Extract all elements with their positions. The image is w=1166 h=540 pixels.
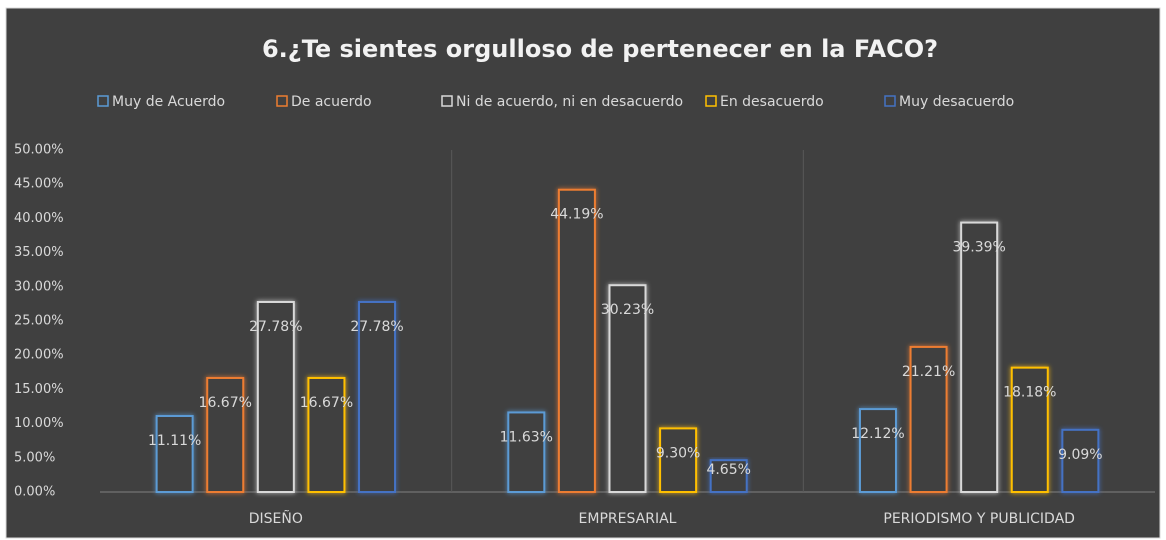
bar xyxy=(659,427,698,493)
legend-label: En desacuerdo xyxy=(720,94,824,110)
value-label: 16.67% xyxy=(300,395,353,411)
legend-label: Muy desacuerdo xyxy=(899,94,1014,110)
y-tick-label: 10.00% xyxy=(14,416,64,431)
y-tick-label: 20.00% xyxy=(14,348,64,363)
y-tick-label: 5.00% xyxy=(14,450,55,465)
bar xyxy=(155,415,194,493)
legend-swatch xyxy=(705,95,717,107)
legend-swatch xyxy=(97,95,109,107)
bar xyxy=(256,300,295,493)
value-label: 11.11% xyxy=(148,433,201,449)
value-label: 4.65% xyxy=(706,462,750,478)
bar xyxy=(206,376,245,493)
value-label: 12.12% xyxy=(851,426,904,442)
value-label: 27.78% xyxy=(350,319,403,335)
legend-swatch xyxy=(276,95,288,107)
y-tick-label: 35.00% xyxy=(14,245,64,260)
y-tick-label: 40.00% xyxy=(14,211,64,226)
value-label: 9.09% xyxy=(1058,447,1102,463)
value-label: 16.67% xyxy=(199,395,252,411)
y-tick-label: 25.00% xyxy=(14,314,64,329)
value-label: 39.39% xyxy=(952,240,1005,256)
legend-swatch xyxy=(884,95,896,107)
y-tick-label: 15.00% xyxy=(14,382,64,397)
bar xyxy=(358,300,397,493)
bar xyxy=(1061,428,1100,493)
bar xyxy=(909,345,948,494)
x-tick-label: EMPRESARIAL xyxy=(579,511,677,527)
bar xyxy=(960,221,999,494)
y-tick-label: 50.00% xyxy=(14,143,64,158)
value-label: 11.63% xyxy=(500,429,553,445)
chart-title: 6.¿Te sientes orgulloso de pertenecer en… xyxy=(262,35,938,63)
value-label: 21.21% xyxy=(902,364,955,380)
bar xyxy=(557,188,596,494)
value-label: 30.23% xyxy=(601,302,654,318)
x-tick-label: DISEÑO xyxy=(249,510,303,527)
bar xyxy=(608,284,647,493)
bar xyxy=(507,411,546,494)
value-label: 9.30% xyxy=(656,445,700,461)
bar xyxy=(1010,366,1049,493)
y-tick-label: 45.00% xyxy=(14,177,64,192)
bar xyxy=(858,408,897,494)
legend-label: De acuerdo xyxy=(291,94,372,110)
value-label: 18.18% xyxy=(1003,385,1056,401)
bar xyxy=(307,376,346,493)
y-tick-label: 0.00% xyxy=(14,485,55,500)
value-label: 44.19% xyxy=(550,207,603,223)
legend-label: Ni de acuerdo, ni en desacuerdo xyxy=(456,94,683,110)
x-tick-label: PERIODISMO Y PUBLICIDAD xyxy=(883,511,1075,527)
bar xyxy=(709,459,748,493)
y-tick-label: 30.00% xyxy=(14,279,64,294)
legend-label: Muy de Acuerdo xyxy=(112,94,225,110)
value-label: 27.78% xyxy=(249,319,302,335)
legend-swatch xyxy=(441,95,453,107)
